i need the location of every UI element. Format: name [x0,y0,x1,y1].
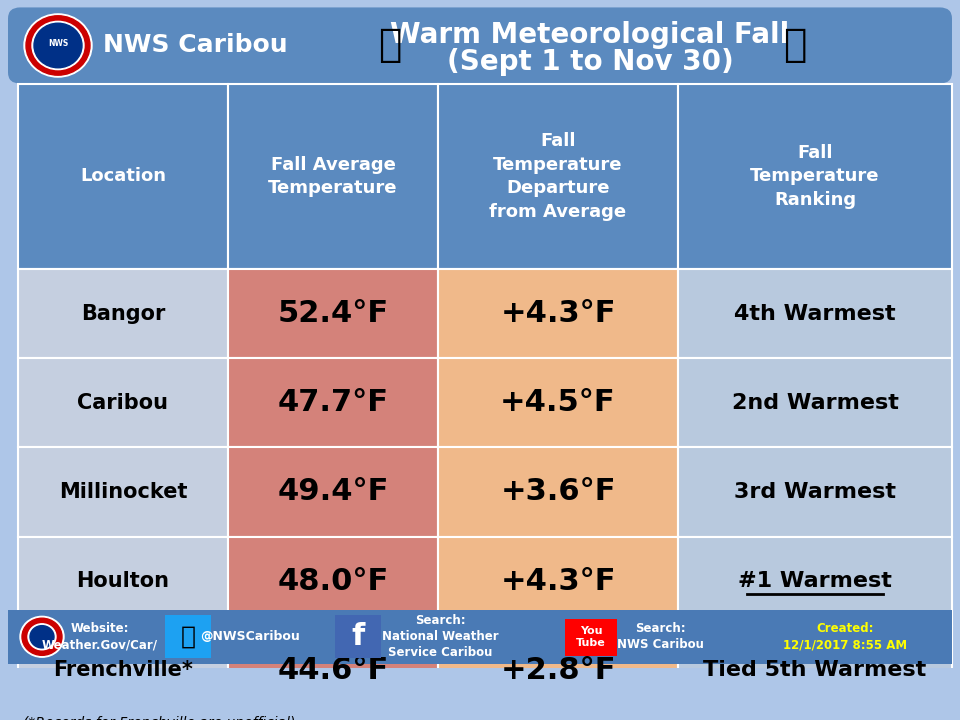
Bar [228,626,438,715]
Text: (*Records for Frenchville are unofficial): (*Records for Frenchville are unofficial… [23,715,296,720]
Text: NWS: NWS [48,39,68,48]
Text: You
Tube: You Tube [576,626,606,647]
Text: Fall
Temperature
Departure
from Average: Fall Temperature Departure from Average [490,132,627,221]
Bar [438,536,678,626]
Bar [18,84,228,269]
Text: 48.0°F: 48.0°F [277,567,389,595]
Text: (Sept 1 to Nov 30): (Sept 1 to Nov 30) [446,48,733,76]
Bar [438,84,678,269]
Bar [18,447,228,536]
Bar [678,536,952,626]
Text: +4.3°F: +4.3°F [500,300,615,328]
Bar [678,626,952,715]
Bar [8,86,952,608]
Text: Website:
Weather.Gov/Car/: Website: Weather.Gov/Car/ [42,622,158,652]
Bar [335,616,381,658]
Text: +4.3°F: +4.3°F [500,567,615,595]
Text: f: f [351,622,365,652]
Text: Frenchville*: Frenchville* [53,660,193,680]
Bar [165,616,211,658]
Bar [678,359,952,447]
Bar [228,84,438,269]
Text: Fall Average
Temperature: Fall Average Temperature [268,156,397,197]
Bar [18,269,228,359]
Text: Fall
Temperature
Ranking: Fall Temperature Ranking [751,144,879,209]
Circle shape [22,618,62,655]
Circle shape [20,616,64,657]
Bar [678,84,952,269]
Text: Created:
12/1/2017 8:55 AM: Created: 12/1/2017 8:55 AM [783,622,907,652]
Circle shape [28,624,56,649]
Text: Tied 5th Warmest: Tied 5th Warmest [704,660,926,680]
Text: 47.7°F: 47.7°F [277,388,389,418]
Circle shape [24,14,92,77]
Text: Location: Location [80,167,166,185]
Bar [18,536,228,626]
Bar [678,447,952,536]
Bar [678,269,952,359]
Text: 🌴: 🌴 [783,27,806,65]
Text: Warm Meteorological Fall: Warm Meteorological Fall [391,22,790,49]
Text: Millinocket: Millinocket [59,482,187,502]
Text: 49.4°F: 49.4°F [277,477,389,506]
Circle shape [34,23,82,68]
Text: 52.4°F: 52.4°F [277,300,389,328]
Text: 2nd Warmest: 2nd Warmest [732,393,899,413]
Text: 44.6°F: 44.6°F [277,656,389,685]
Text: +3.6°F: +3.6°F [500,477,615,506]
Text: +2.8°F: +2.8°F [500,656,615,685]
Bar [565,619,617,656]
Text: +4.5°F: +4.5°F [500,388,615,418]
FancyBboxPatch shape [8,7,952,84]
Circle shape [26,16,90,75]
Text: #1 Warmest: #1 Warmest [738,571,892,591]
Bar [18,359,228,447]
Bar [228,359,438,447]
Text: Caribou: Caribou [78,393,169,413]
Bar [438,359,678,447]
Bar [438,447,678,536]
Bar [18,626,228,715]
Bar [228,269,438,359]
Text: Search:
NWS Caribou: Search: NWS Caribou [616,622,704,652]
Text: Search:
National Weather
Service Caribou: Search: National Weather Service Caribou [382,614,498,660]
Text: NWS Caribou: NWS Caribou [103,34,287,58]
Text: @NWSCaribou: @NWSCaribou [200,630,300,643]
Bar [228,536,438,626]
Text: 4th Warmest: 4th Warmest [734,304,896,324]
Circle shape [30,626,54,648]
Text: 🌴: 🌴 [378,27,401,65]
Bar [438,626,678,715]
Circle shape [32,22,84,70]
Bar [228,447,438,536]
Bar [438,269,678,359]
Text: Bangor: Bangor [81,304,165,324]
Text: 🐦: 🐦 [180,625,196,649]
Text: Houlton: Houlton [77,571,170,591]
Bar [8,610,952,664]
Text: 3rd Warmest: 3rd Warmest [734,482,896,502]
